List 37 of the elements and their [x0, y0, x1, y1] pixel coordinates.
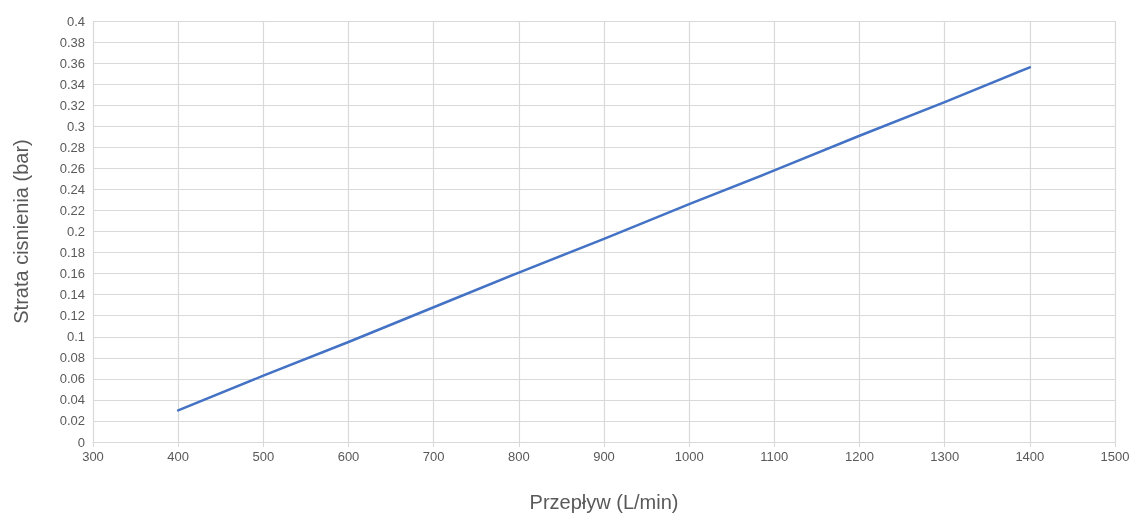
- y-tick-label: 0.06: [59, 371, 85, 387]
- y-tick-label: 0.28: [59, 139, 85, 155]
- y-tick-label: 0.26: [59, 160, 85, 176]
- y-tick-label: 0.4: [66, 13, 85, 29]
- x-tick-label: 400: [167, 449, 190, 464]
- y-tick-label: 0.3: [66, 118, 85, 134]
- y-tick-label: 0.02: [59, 413, 85, 429]
- y-tick-label: 0.38: [59, 34, 85, 50]
- y-tick-label: 0.04: [59, 392, 85, 408]
- line-series: [176, 66, 1032, 412]
- y-tick-label: 0.32: [59, 97, 85, 113]
- y-tick-label: 0.14: [59, 287, 85, 303]
- y-tick-label: 0.22: [59, 202, 85, 218]
- y-tick-label: 0.34: [59, 76, 85, 92]
- y-tick-label: 0.36: [59, 55, 85, 71]
- x-tick-label: 700: [422, 449, 445, 464]
- x-tick-label: 1300: [930, 449, 960, 464]
- y-tick-label: 0.08: [59, 350, 85, 366]
- x-tick-label: 1000: [674, 449, 704, 464]
- x-tick-label: 900: [593, 449, 615, 464]
- x-tick-label: 1100: [760, 449, 789, 464]
- x-tick-label: 1500: [1100, 449, 1130, 464]
- x-tick-label: 1400: [1015, 449, 1045, 464]
- x-tick-label: 1200: [845, 449, 874, 464]
- x-tick-label: 500: [252, 449, 275, 464]
- y-tick-label: 0.18: [59, 245, 85, 261]
- x-tick-label: 800: [507, 449, 530, 464]
- y-tick-label: 0: [77, 434, 85, 450]
- y-tick-label: 0.1: [66, 329, 85, 345]
- y-tick-label: 0.12: [59, 308, 85, 324]
- y-axis-title: Strata cisnienia (bar): [10, 139, 32, 324]
- y-tick-label: 0.24: [59, 181, 85, 197]
- x-axis-title: Przepływ (L/min): [529, 491, 679, 513]
- y-tick-label: 0.16: [59, 266, 85, 282]
- y-tick-label: 0.2: [66, 224, 85, 239]
- x-tick-label: 300: [82, 449, 104, 464]
- x-tick-label: 600: [337, 449, 360, 464]
